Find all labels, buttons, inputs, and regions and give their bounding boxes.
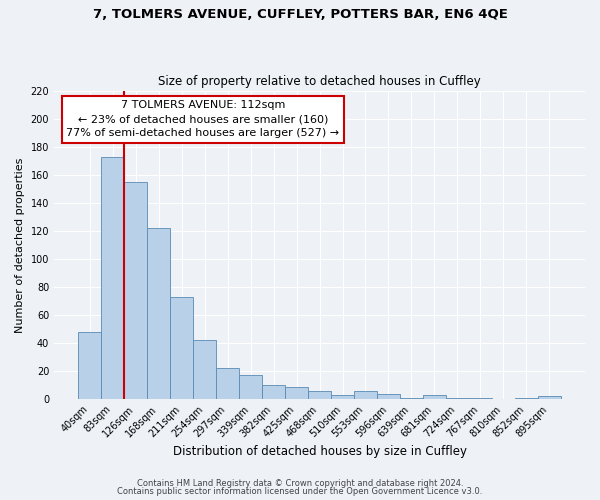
Bar <box>538 396 561 399</box>
Bar <box>262 385 285 399</box>
Text: Contains public sector information licensed under the Open Government Licence v3: Contains public sector information licen… <box>118 487 482 496</box>
Bar <box>216 368 239 399</box>
Text: Contains HM Land Registry data © Crown copyright and database right 2024.: Contains HM Land Registry data © Crown c… <box>137 478 463 488</box>
Title: Size of property relative to detached houses in Cuffley: Size of property relative to detached ho… <box>158 76 481 88</box>
Bar <box>423 395 446 399</box>
Bar <box>193 340 216 399</box>
Bar <box>377 394 400 399</box>
Bar <box>515 398 538 399</box>
Bar <box>446 398 469 399</box>
Bar <box>78 332 101 399</box>
Bar <box>147 228 170 399</box>
Bar <box>285 386 308 399</box>
Bar <box>331 395 354 399</box>
Y-axis label: Number of detached properties: Number of detached properties <box>15 158 25 333</box>
Bar <box>400 398 423 399</box>
Bar <box>239 376 262 399</box>
Text: 7 TOLMERS AVENUE: 112sqm
← 23% of detached houses are smaller (160)
77% of semi-: 7 TOLMERS AVENUE: 112sqm ← 23% of detach… <box>66 100 339 138</box>
Bar <box>354 391 377 399</box>
Bar <box>170 297 193 399</box>
X-axis label: Distribution of detached houses by size in Cuffley: Distribution of detached houses by size … <box>173 444 467 458</box>
Text: 7, TOLMERS AVENUE, CUFFLEY, POTTERS BAR, EN6 4QE: 7, TOLMERS AVENUE, CUFFLEY, POTTERS BAR,… <box>92 8 508 20</box>
Bar <box>101 157 124 399</box>
Bar <box>124 182 147 399</box>
Bar <box>308 391 331 399</box>
Bar <box>469 398 492 399</box>
